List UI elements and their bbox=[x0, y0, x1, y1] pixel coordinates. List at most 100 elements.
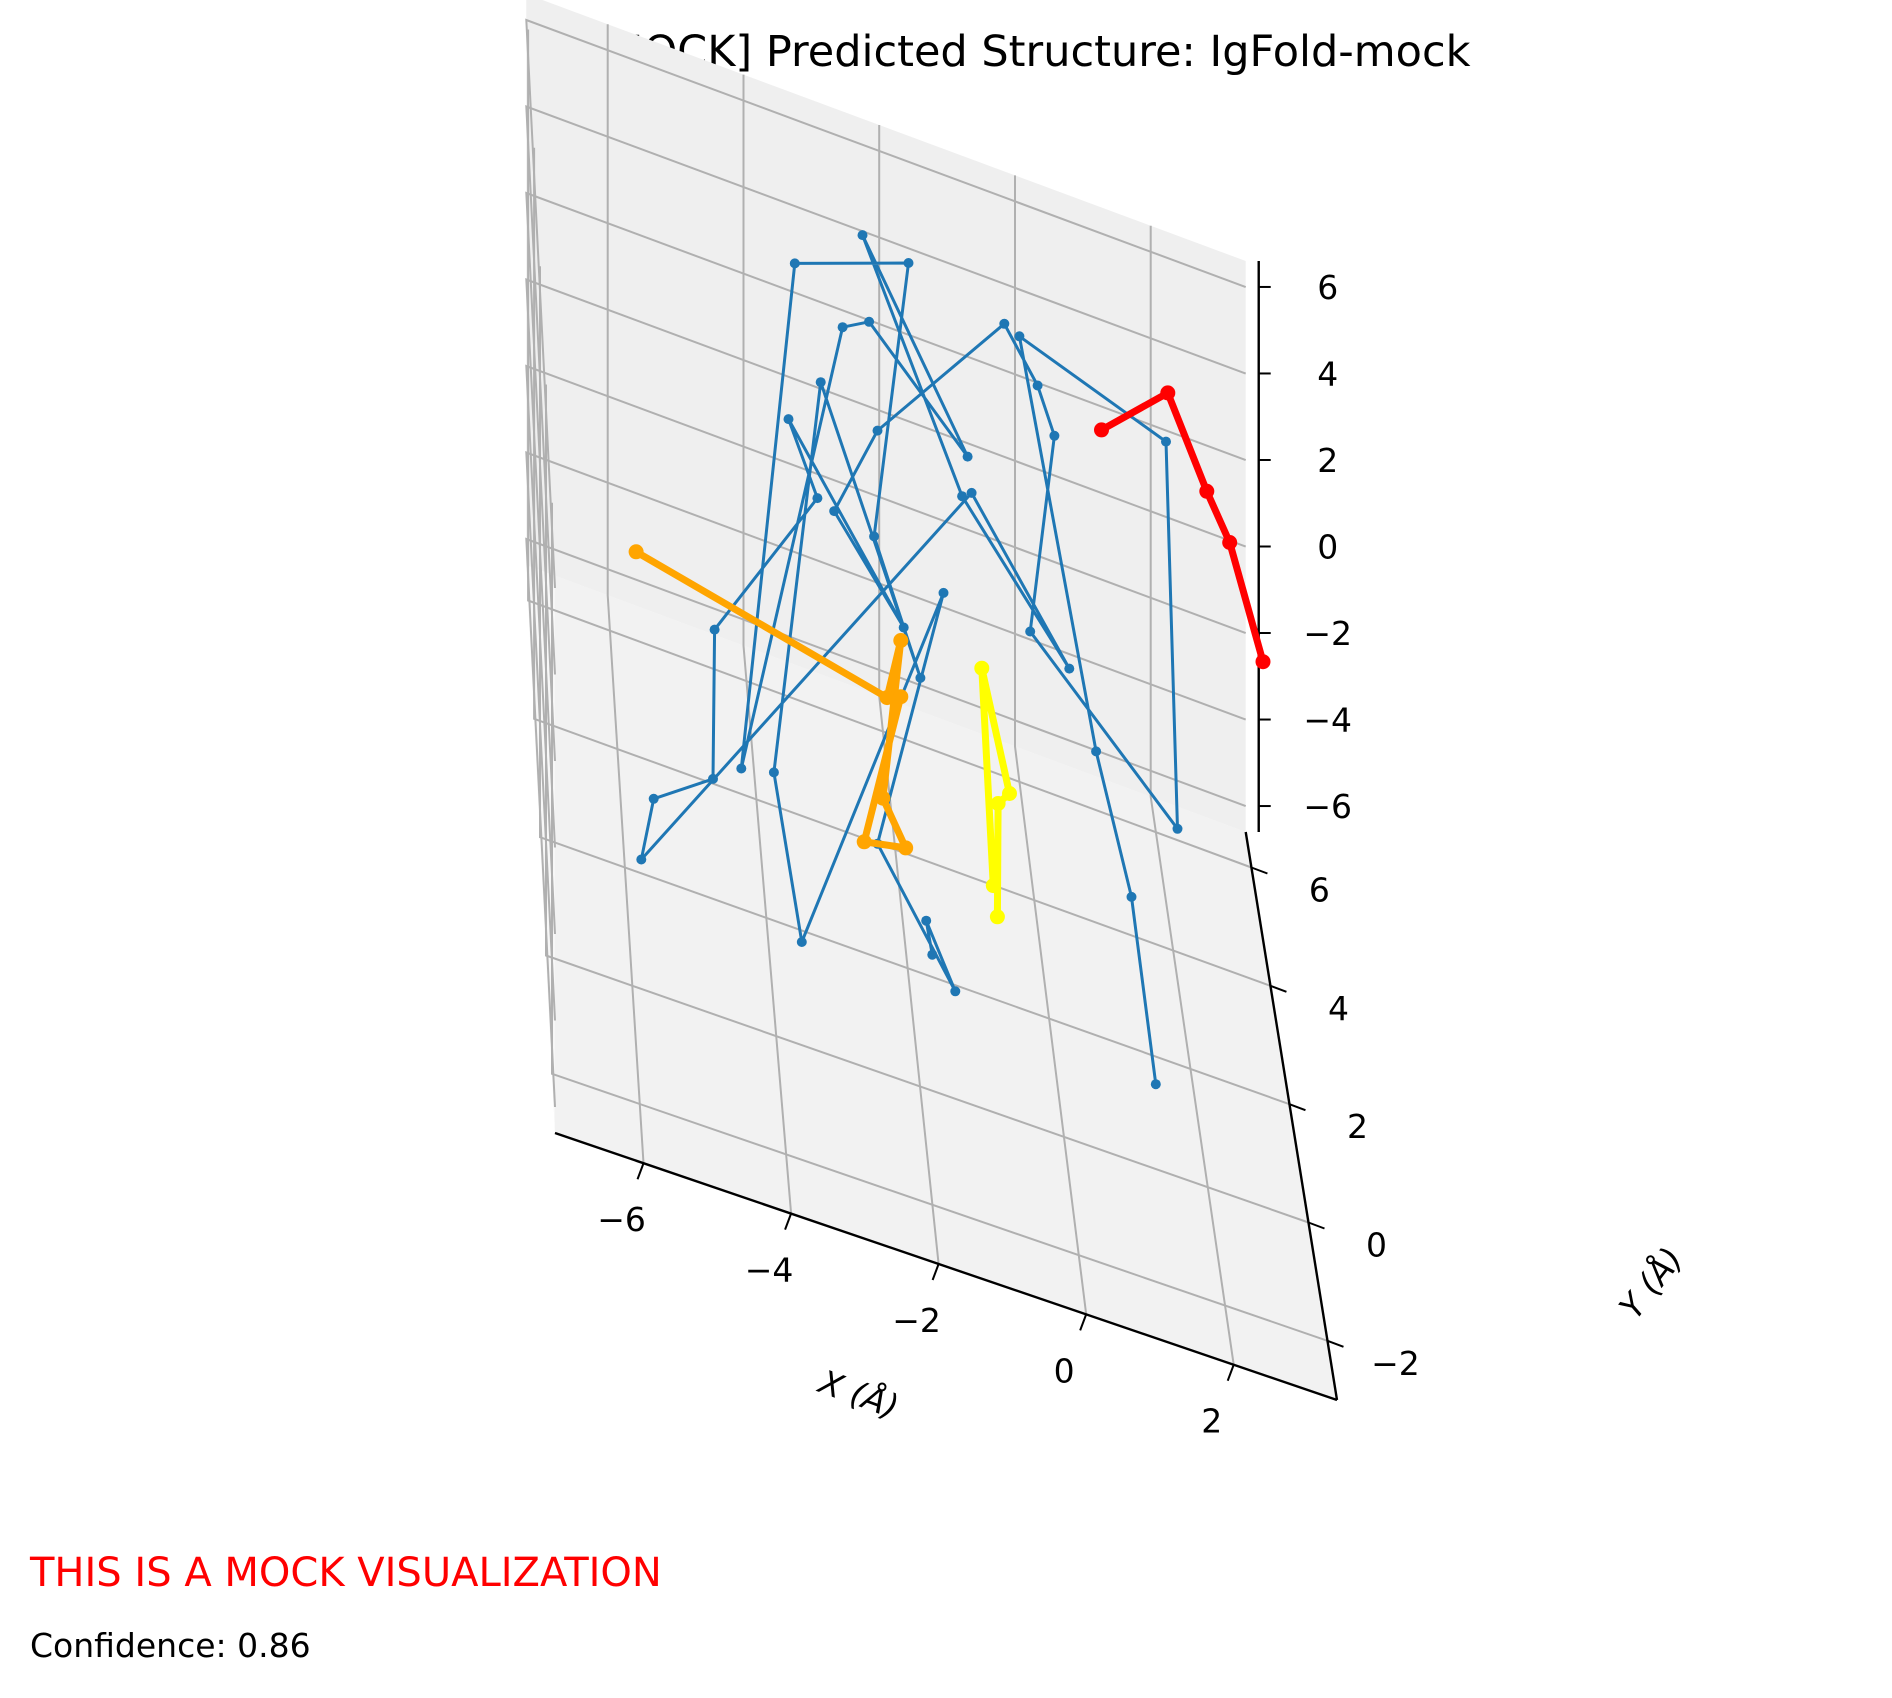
grid-line-z bbox=[525, 537, 1247, 1108]
series-0-point-38 bbox=[1150, 1079, 1161, 1090]
series-0-point-16 bbox=[857, 230, 868, 241]
series-0-point-27 bbox=[829, 506, 840, 517]
series-1-point-4 bbox=[1255, 654, 1271, 670]
series-2-point-0 bbox=[628, 544, 644, 560]
series-0-point-32 bbox=[1025, 626, 1036, 637]
chart-title: [MOCK] Predicted Structure: IgFold-mock bbox=[589, 27, 1470, 77]
series-2-point-3 bbox=[875, 790, 891, 806]
y-tick-label: 6 bbox=[1309, 871, 1330, 910]
grid-line-z bbox=[525, 364, 1247, 935]
series-0-point-18 bbox=[1064, 663, 1075, 674]
grid-line-x bbox=[1014, 175, 1088, 1315]
series-0-point-26 bbox=[898, 622, 909, 633]
series-3-point-1 bbox=[974, 660, 990, 676]
grid-line-z bbox=[525, 278, 1247, 848]
series-0-point-36 bbox=[1091, 746, 1102, 757]
y-axis-label: Y (Å) bbox=[1610, 1239, 1690, 1326]
series-3-point-3 bbox=[990, 796, 1006, 811]
y-tick-label: 2 bbox=[1347, 1107, 1368, 1146]
y-axis-line bbox=[1244, 831, 1339, 1401]
x-tick-label: 2 bbox=[1201, 1402, 1222, 1441]
tick-labels: −6 −4 −2 0 2 −2 0 2 4 6 −6 −4 −2 0 2 4 6 bbox=[597, 268, 1420, 1441]
series-0-point-23 bbox=[709, 624, 720, 635]
data-series bbox=[628, 230, 1271, 1090]
grid-line-x bbox=[1149, 225, 1235, 1365]
series-0-point-10 bbox=[903, 258, 914, 268]
series-0-point-34 bbox=[1161, 436, 1171, 447]
back-wall-pane bbox=[526, 0, 1246, 832]
series-1-point-2 bbox=[1199, 483, 1215, 499]
grid-line-z bbox=[525, 191, 1247, 762]
series-2-point-5 bbox=[856, 834, 872, 850]
series-0-point-14 bbox=[864, 316, 875, 327]
y-tick-label: 0 bbox=[1366, 1226, 1387, 1265]
z-tick-label: −4 bbox=[1303, 701, 1352, 740]
z-tick-label: −2 bbox=[1303, 614, 1352, 653]
x-axis-label: X (Å) bbox=[812, 1360, 904, 1426]
x-tick-mark bbox=[1079, 1314, 1088, 1331]
x-tick-label: −6 bbox=[597, 1200, 646, 1239]
series-3-point-0 bbox=[985, 878, 1001, 894]
series-0-point-4 bbox=[938, 587, 949, 598]
series-3-point-2 bbox=[1002, 786, 1017, 801]
mock-warning: THIS IS A MOCK VISUALIZATION bbox=[30, 1550, 662, 1596]
series-0-point-15 bbox=[962, 451, 973, 462]
axis-lines bbox=[554, 261, 1344, 1402]
x-axis-line bbox=[554, 1131, 1338, 1402]
series-1-point-3 bbox=[1222, 535, 1238, 550]
y-tick-mark bbox=[1289, 1103, 1306, 1112]
series-0-point-8 bbox=[915, 672, 926, 683]
series-0-point-21 bbox=[648, 793, 659, 804]
series-0-point-5 bbox=[796, 937, 807, 947]
series-0-point-11 bbox=[789, 258, 800, 269]
series-0-point-17 bbox=[957, 491, 968, 502]
y-tick-mark bbox=[1251, 866, 1268, 875]
series-0-point-22 bbox=[708, 773, 718, 784]
grid-line-x bbox=[742, 74, 793, 1214]
y-tick-mark bbox=[1270, 984, 1287, 993]
grid-lines bbox=[525, 18, 1328, 1365]
confidence-label: Confidence: 0.86 bbox=[30, 1626, 311, 1665]
y-tick-label: 4 bbox=[1328, 989, 1349, 1028]
z-tick-label: −6 bbox=[1303, 787, 1352, 826]
series-0-point-20 bbox=[636, 854, 647, 865]
series-0-point-24 bbox=[812, 493, 823, 504]
x-tick-label: −2 bbox=[892, 1301, 941, 1340]
series-2-point-1 bbox=[879, 690, 895, 706]
y-tick-mark bbox=[1327, 1339, 1344, 1348]
series-0-point-13 bbox=[837, 322, 848, 333]
y-tick-label: −2 bbox=[1371, 1344, 1420, 1383]
series-0-point-19 bbox=[966, 487, 977, 498]
series-0-point-30 bbox=[1032, 380, 1043, 391]
x-tick-mark bbox=[1226, 1364, 1235, 1382]
grid-line-z bbox=[525, 18, 1247, 589]
x-tick-mark bbox=[784, 1213, 793, 1230]
series-2-point-2 bbox=[893, 633, 909, 648]
x-tick-mark bbox=[931, 1263, 940, 1281]
series-0-point-6 bbox=[768, 767, 779, 778]
grid-line-x bbox=[606, 24, 645, 1164]
x-tick-label: 0 bbox=[1054, 1351, 1075, 1390]
series-0-point-28 bbox=[872, 425, 883, 436]
series-0-point-35 bbox=[1014, 331, 1025, 342]
series-0-point-31 bbox=[1049, 430, 1060, 441]
series-2-point-6 bbox=[893, 689, 909, 705]
series-0-point-0 bbox=[927, 949, 938, 960]
z-tick-label: 4 bbox=[1317, 354, 1338, 393]
x-tick-label: −4 bbox=[745, 1251, 794, 1290]
z-tick-label: 6 bbox=[1317, 268, 1338, 307]
y-tick-mark bbox=[1308, 1221, 1325, 1230]
series-0-point-7 bbox=[815, 377, 826, 388]
series-0-point-12 bbox=[736, 763, 747, 774]
x-tick-mark bbox=[636, 1162, 645, 1180]
series-0-point-33 bbox=[1172, 823, 1183, 834]
series-0-point-37 bbox=[1126, 891, 1137, 902]
series-0-point-29 bbox=[999, 318, 1010, 329]
series-0-point-1 bbox=[921, 915, 932, 926]
z-tick-label: 2 bbox=[1317, 441, 1338, 480]
series-1-point-1 bbox=[1160, 385, 1176, 401]
z-tick-label: 0 bbox=[1317, 528, 1338, 567]
series-0-point-9 bbox=[869, 531, 880, 542]
series-0-point-2 bbox=[950, 986, 961, 997]
